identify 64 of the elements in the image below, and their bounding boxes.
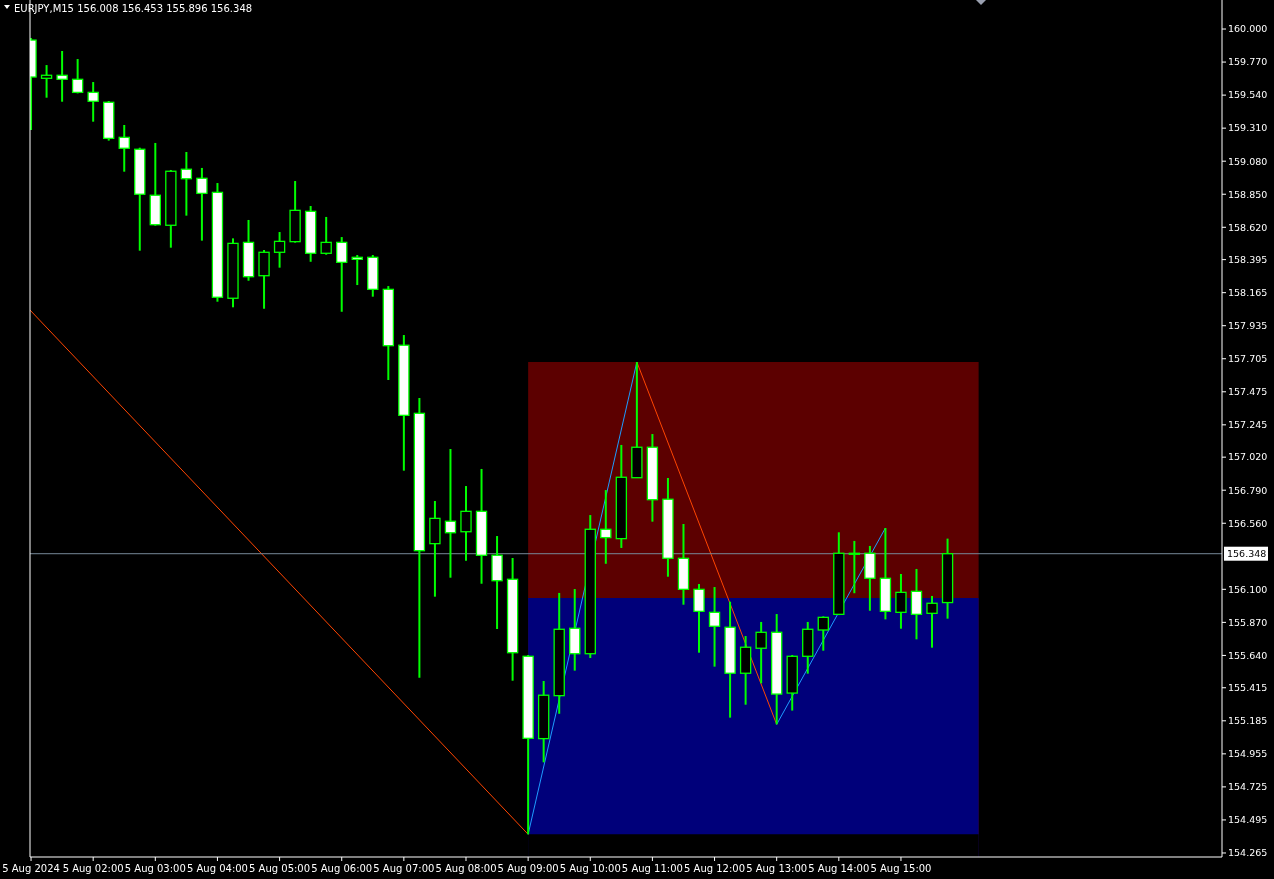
y-tick-label: 160.000 bbox=[1228, 23, 1268, 35]
candlestick bbox=[180, 151, 193, 217]
x-tick-label: 5 Aug 14:00 bbox=[808, 862, 870, 874]
y-tick-label: 157.475 bbox=[1228, 386, 1268, 398]
y-tick-label: 158.165 bbox=[1228, 286, 1268, 298]
y-tick-label: 159.080 bbox=[1228, 155, 1268, 167]
y-tick-label: 158.850 bbox=[1228, 188, 1268, 200]
candlestick bbox=[895, 572, 907, 630]
x-tick-label: 5 Aug 07:00 bbox=[373, 862, 435, 874]
x-tick-label: 5 Aug 2024 bbox=[2, 862, 60, 874]
y-tick-label: 155.415 bbox=[1228, 682, 1268, 694]
x-tick-label: 5 Aug 13:00 bbox=[746, 862, 808, 874]
candlestick bbox=[444, 447, 457, 579]
chart-title: EURJPY,M15 156.008 156.453 155.896 156.348 bbox=[14, 2, 253, 14]
candlestick bbox=[460, 485, 472, 562]
candlestick bbox=[708, 586, 721, 668]
y-tick-label: 159.540 bbox=[1228, 89, 1268, 101]
x-tick-label: 5 Aug 10:00 bbox=[559, 862, 621, 874]
y-tick-label: 154.955 bbox=[1228, 748, 1268, 760]
x-tick-label: 5 Aug 03:00 bbox=[124, 862, 186, 874]
candlestick bbox=[755, 620, 767, 685]
x-tick-label: 5 Aug 08:00 bbox=[435, 862, 497, 874]
x-tick-label: 5 Aug 12:00 bbox=[684, 862, 746, 874]
x-tick-label: 5 Aug 15:00 bbox=[870, 862, 932, 874]
y-tick-label: 159.310 bbox=[1228, 122, 1268, 134]
y-tick-label: 154.265 bbox=[1228, 847, 1268, 859]
ref-line-label: 156.348 bbox=[1227, 548, 1267, 560]
y-tick-label: 154.725 bbox=[1228, 781, 1268, 793]
x-tick-label: 5 Aug 02:00 bbox=[62, 862, 124, 874]
x-tick-label: 5 Aug 06:00 bbox=[311, 862, 373, 874]
x-tick-label: 5 Aug 09:00 bbox=[497, 862, 559, 874]
y-tick-label: 155.185 bbox=[1228, 715, 1268, 727]
y-tick-label: 159.770 bbox=[1228, 56, 1268, 68]
candlestick bbox=[56, 50, 68, 103]
candlestick bbox=[71, 58, 84, 95]
candlestick bbox=[273, 231, 286, 269]
candlestick bbox=[196, 166, 208, 242]
x-tick-label: 5 Aug 05:00 bbox=[249, 862, 311, 874]
candlestick bbox=[87, 81, 99, 123]
candlestick bbox=[351, 254, 363, 287]
x-tick-label: 5 Aug 11:00 bbox=[621, 862, 683, 874]
y-tick-label: 157.935 bbox=[1228, 320, 1268, 332]
candlestick bbox=[693, 583, 705, 654]
candlestick bbox=[336, 236, 348, 313]
candlestick bbox=[817, 615, 829, 652]
y-tick-label: 156.100 bbox=[1228, 583, 1268, 595]
candlestick bbox=[600, 489, 612, 565]
y-tick-label: 156.790 bbox=[1228, 484, 1268, 496]
y-tick-label: 157.245 bbox=[1228, 419, 1268, 431]
candlestick bbox=[926, 594, 938, 649]
y-tick-label: 158.620 bbox=[1228, 221, 1268, 233]
candlestick bbox=[910, 567, 923, 641]
y-tick-label: 154.495 bbox=[1228, 814, 1268, 826]
x-tick-label: 5 Aug 04:00 bbox=[186, 862, 248, 874]
y-tick-label: 155.870 bbox=[1228, 616, 1268, 628]
y-tick-label: 156.560 bbox=[1228, 517, 1268, 529]
candlestick bbox=[320, 215, 332, 256]
candlestick bbox=[40, 64, 53, 99]
candlestick bbox=[118, 123, 130, 173]
y-tick-label: 157.020 bbox=[1228, 451, 1268, 463]
candlestick bbox=[258, 248, 270, 310]
y-tick-label: 155.640 bbox=[1228, 649, 1268, 661]
y-tick-label: 157.705 bbox=[1228, 353, 1268, 365]
y-tick-label: 158.395 bbox=[1228, 253, 1268, 265]
